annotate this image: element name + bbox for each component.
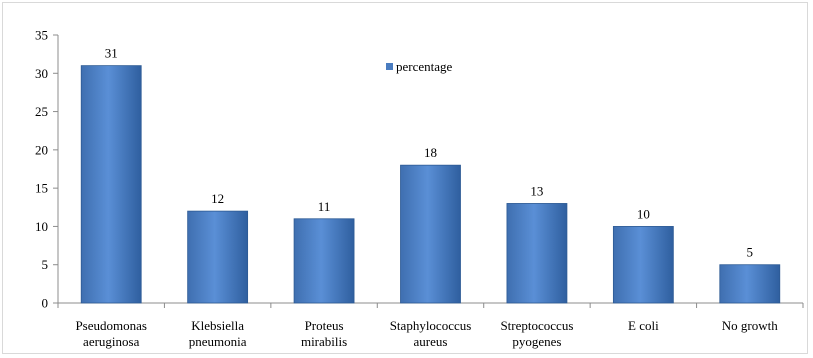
x-tick-label: Streptococcus pyogenes (500, 318, 573, 349)
data-label: 12 (211, 191, 224, 206)
data-label: 5 (747, 245, 754, 260)
y-tick-label: 20 (35, 142, 48, 157)
labels: 31 Pseudomonas aeruginosa 12 Klebsiella pneum… (75, 46, 778, 349)
legend-swatch (386, 63, 393, 70)
chart-frame: 0 5 10 15 20 25 30 35 31 Pseudomonas aeruginosa 12… (2, 2, 808, 354)
data-label: 18 (424, 145, 437, 160)
bar (612, 226, 674, 304)
x-tick-label: E coli (628, 318, 659, 333)
bars (80, 65, 781, 304)
x-tick-label: Proteus mirabilis (301, 318, 347, 349)
y-tick-label: 35 (35, 28, 48, 43)
x-tick-label-line: aureus (414, 334, 448, 349)
bar (293, 218, 355, 304)
y-tick-label: 25 (35, 104, 48, 119)
x-tick-label-line: Pseudomonas (75, 318, 147, 333)
legend: percentage (386, 59, 453, 74)
x-tick-label: Pseudomonas aeruginosa (75, 318, 147, 349)
x-tick-label: Staphylococcus aureus (390, 318, 472, 349)
x-tick-label-line: aeruginosa (83, 334, 140, 349)
x-tick-label-line: Streptococcus (500, 318, 573, 333)
data-label: 11 (318, 199, 331, 214)
bar (506, 203, 568, 304)
x-tick-label: No growth (722, 318, 778, 333)
x-tick-label-line: Klebsiella (191, 318, 244, 333)
legend-label: percentage (396, 59, 453, 74)
data-label: 10 (637, 206, 650, 221)
bar (719, 264, 781, 304)
x-tick-label-line: pyogenes (512, 334, 561, 349)
bar-chart: 0 5 10 15 20 25 30 35 31 Pseudomonas aeruginosa 12… (35, 28, 804, 349)
y-tick-label: 5 (42, 257, 49, 272)
y-tick-label: 10 (35, 219, 48, 234)
data-label: 31 (105, 46, 118, 61)
x-tick-label-line: mirabilis (301, 334, 347, 349)
x-tick-label: Klebsiella pneumonia (189, 318, 247, 349)
y-tick-label: 15 (35, 181, 48, 196)
x-tick-label-line: E coli (628, 318, 659, 333)
x-tick-label-line: pneumonia (189, 334, 247, 349)
y-tick-label: 30 (35, 66, 48, 81)
bar (80, 65, 142, 304)
data-label: 13 (530, 183, 543, 198)
bar (187, 210, 249, 304)
y-tick-label: 0 (42, 296, 49, 311)
x-tick-label-line: No growth (722, 318, 778, 333)
x-tick-label-line: Staphylococcus (390, 318, 472, 333)
bar (400, 164, 461, 304)
x-tick-label-line: Proteus (305, 318, 344, 333)
